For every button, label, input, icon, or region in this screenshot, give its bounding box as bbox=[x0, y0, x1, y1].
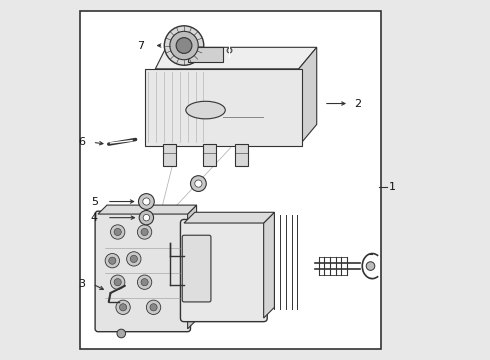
Polygon shape bbox=[299, 47, 317, 146]
Text: 4: 4 bbox=[91, 213, 98, 222]
Circle shape bbox=[111, 225, 125, 239]
Circle shape bbox=[141, 228, 148, 235]
Circle shape bbox=[130, 255, 137, 262]
Text: 5: 5 bbox=[91, 197, 98, 207]
Polygon shape bbox=[188, 205, 196, 329]
Circle shape bbox=[120, 304, 126, 311]
Polygon shape bbox=[184, 212, 274, 223]
Circle shape bbox=[143, 215, 149, 221]
Circle shape bbox=[105, 253, 120, 268]
Circle shape bbox=[117, 329, 125, 338]
Circle shape bbox=[195, 180, 202, 187]
Polygon shape bbox=[155, 47, 317, 69]
Bar bbox=[235, 144, 248, 166]
Text: 3: 3 bbox=[78, 279, 85, 289]
Ellipse shape bbox=[186, 101, 225, 119]
Circle shape bbox=[139, 211, 153, 225]
Polygon shape bbox=[98, 205, 196, 214]
FancyBboxPatch shape bbox=[182, 235, 211, 302]
Circle shape bbox=[176, 38, 192, 53]
FancyBboxPatch shape bbox=[95, 211, 191, 332]
Bar bbox=[80, 12, 381, 348]
Circle shape bbox=[109, 257, 116, 264]
Text: 1: 1 bbox=[389, 182, 395, 192]
Circle shape bbox=[141, 279, 148, 286]
Circle shape bbox=[139, 194, 154, 210]
Circle shape bbox=[150, 304, 157, 311]
Polygon shape bbox=[264, 212, 274, 318]
Circle shape bbox=[126, 252, 141, 266]
Bar bbox=[203, 144, 216, 166]
Circle shape bbox=[137, 225, 152, 239]
Circle shape bbox=[116, 300, 130, 315]
Circle shape bbox=[191, 176, 206, 192]
Text: 6: 6 bbox=[78, 138, 85, 147]
Bar bbox=[188, 47, 223, 62]
Bar bbox=[163, 144, 176, 166]
Circle shape bbox=[114, 279, 122, 286]
Circle shape bbox=[366, 262, 375, 270]
Bar bbox=[145, 69, 302, 146]
Circle shape bbox=[147, 300, 161, 315]
Text: 2: 2 bbox=[354, 99, 362, 108]
Circle shape bbox=[111, 275, 125, 289]
FancyBboxPatch shape bbox=[180, 220, 267, 321]
Circle shape bbox=[137, 275, 152, 289]
Circle shape bbox=[114, 228, 122, 235]
Circle shape bbox=[170, 31, 198, 60]
Text: 7: 7 bbox=[138, 41, 145, 50]
Circle shape bbox=[143, 198, 150, 205]
Circle shape bbox=[164, 26, 204, 65]
